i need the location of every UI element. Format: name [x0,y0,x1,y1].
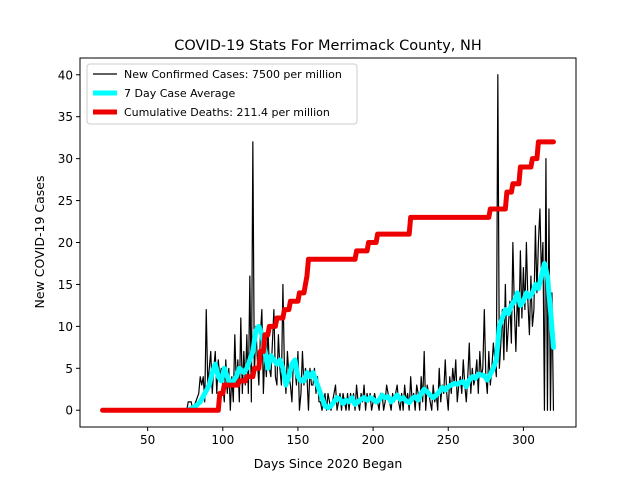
y-tick-label: 20 [58,236,73,250]
x-axis-label: Days Since 2020 Began [254,456,403,471]
series-line-7-day-average [185,260,556,413]
y-tick-label: 40 [58,68,73,82]
legend-label-deaths: Cumulative Deaths: 211.4 per million [124,106,330,119]
y-tick-label: 30 [58,152,73,166]
y-axis-label: New COVID-19 Cases [32,176,47,309]
x-tick-label: 250 [437,433,460,447]
x-tick-label: 300 [512,433,535,447]
legend-label-average: 7 Day Case Average [124,87,236,100]
plot-frame [79,57,577,428]
y-tick-label: 0 [65,404,73,418]
axis-ticks: 50 100 150 200 250 300 0 5 10 15 20 25 30 35 40 [58,68,535,447]
legend: New Confirmed Cases: 7500 per million 7 … [86,63,358,125]
y-tick-label: 5 [65,362,73,376]
x-tick-label: 100 [211,433,234,447]
series-line-new-cases [101,74,555,411]
plot-area [100,74,556,413]
legend-label-cases: New Confirmed Cases: 7500 per million [124,68,342,81]
y-tick-label: 15 [58,278,73,292]
chart-title: COVID-19 Stats For Merrimack County, NH [174,38,482,54]
x-tick-label: 150 [286,433,309,447]
series-line-cumulative-deaths [100,139,556,413]
legend-box [86,63,358,125]
x-tick-label: 200 [362,433,385,447]
y-tick-label: 25 [58,194,73,208]
x-tick-label: 50 [140,433,155,447]
y-tick-label: 10 [58,320,73,334]
y-tick-label: 35 [58,110,73,124]
